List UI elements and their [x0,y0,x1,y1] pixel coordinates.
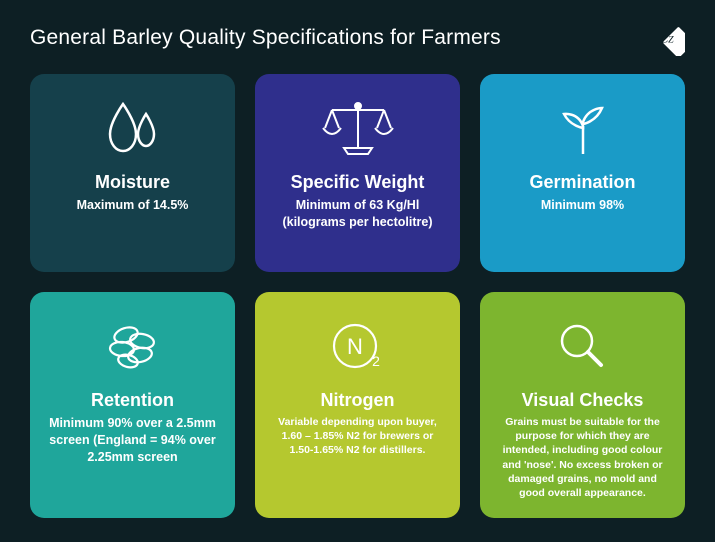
card-title: Specific Weight [291,172,425,193]
card-desc: Minimum of 63 Kg/Hl (kilograms per hecto… [269,197,446,231]
brand-logo: CZ [649,20,685,56]
cards-grid: Moisture Maximum of 14.5% Specific Weigh… [0,74,715,542]
card-desc: Maximum of 14.5% [77,197,189,214]
svg-text:N: N [347,334,363,359]
magnifier-icon [553,310,613,382]
water-drop-icon [98,92,168,164]
svg-text:2: 2 [372,353,380,369]
card-moisture: Moisture Maximum of 14.5% [30,74,235,272]
card-title: Moisture [95,172,170,193]
card-specific-weight: Specific Weight Minimum of 63 Kg/Hl (kil… [255,74,460,272]
sprout-icon [548,92,618,164]
card-nitrogen: N 2 Nitrogen Variable depending upon buy… [255,292,460,518]
card-title: Visual Checks [522,390,644,411]
card-title: Retention [91,390,174,411]
svg-text:CZ: CZ [660,33,674,46]
page-title: General Barley Quality Specifications fo… [30,26,501,50]
card-desc: Grains must be suitable for the purpose … [494,415,671,500]
header: General Barley Quality Specifications fo… [0,0,715,74]
card-desc: Minimum 90% over a 2.5mm screen (England… [44,415,221,466]
card-desc: Minimum 98% [541,197,624,214]
nitrogen-icon: N 2 [327,310,389,382]
card-title: Nitrogen [321,390,395,411]
card-germination: Germination Minimum 98% [480,74,685,272]
card-retention: Retention Minimum 90% over a 2.5mm scree… [30,292,235,518]
scale-icon [318,92,398,164]
card-desc: Variable depending upon buyer, 1.60 – 1.… [269,415,446,458]
card-visual-checks: Visual Checks Grains must be suitable fo… [480,292,685,518]
card-title: Germination [529,172,635,193]
grain-icon [98,310,168,382]
